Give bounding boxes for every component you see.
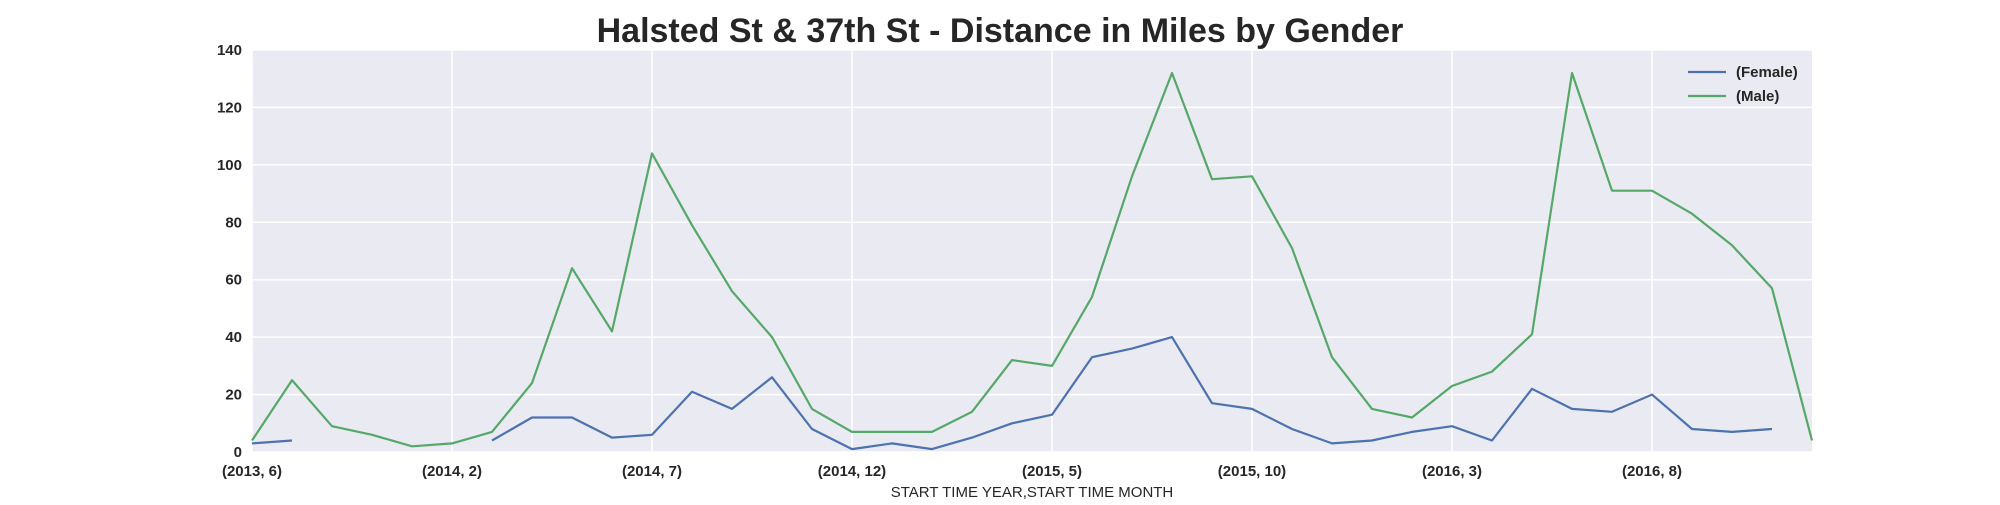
series-female — [251, 336, 1773, 451]
legend: (Female) (Male) — [1688, 64, 1798, 105]
grid-lines — [251, 49, 1812, 453]
series-lines — [251, 71, 1814, 451]
legend-label: (Male) — [1736, 88, 1779, 105]
x-tick-label: (2014, 12) — [818, 463, 886, 480]
y-tick-label: 60 — [225, 272, 242, 289]
series-line — [251, 71, 1814, 448]
y-tick-label: 40 — [225, 329, 242, 346]
plot-area — [252, 50, 1812, 452]
y-tick-label: 140 — [217, 42, 242, 59]
x-tick-label: (2016, 3) — [1422, 463, 1482, 480]
x-tick-label: (2013, 6) — [222, 463, 282, 480]
legend-label: (Female) — [1736, 64, 1798, 81]
x-tick-label: (2014, 2) — [422, 463, 482, 480]
y-tick-label: 80 — [225, 214, 242, 231]
chart-title: Halsted St & 37th St - Distance in Miles… — [597, 12, 1404, 50]
x-axis-label: START TIME YEAR,START TIME MONTH — [891, 484, 1174, 500]
series-male — [251, 71, 1814, 448]
y-tick-label: 120 — [217, 99, 242, 116]
series-line — [491, 336, 1773, 451]
y-tick-label: 0 — [234, 444, 242, 461]
y-tick-labels: 0 20 40 60 80 100 120 140 — [217, 42, 242, 461]
y-tick-label: 100 — [217, 157, 242, 174]
x-tick-label: (2014, 7) — [622, 463, 682, 480]
x-tick-label: (2015, 5) — [1022, 463, 1082, 480]
x-tick-labels: (2013, 6) (2014, 2) (2014, 7) (2014, 12) (20… — [222, 463, 1682, 480]
x-tick-label: (2015, 10) — [1218, 463, 1286, 480]
series-line — [251, 439, 293, 445]
x-tick-label: (2016, 8) — [1622, 463, 1682, 480]
y-tick-label: 20 — [225, 387, 242, 404]
